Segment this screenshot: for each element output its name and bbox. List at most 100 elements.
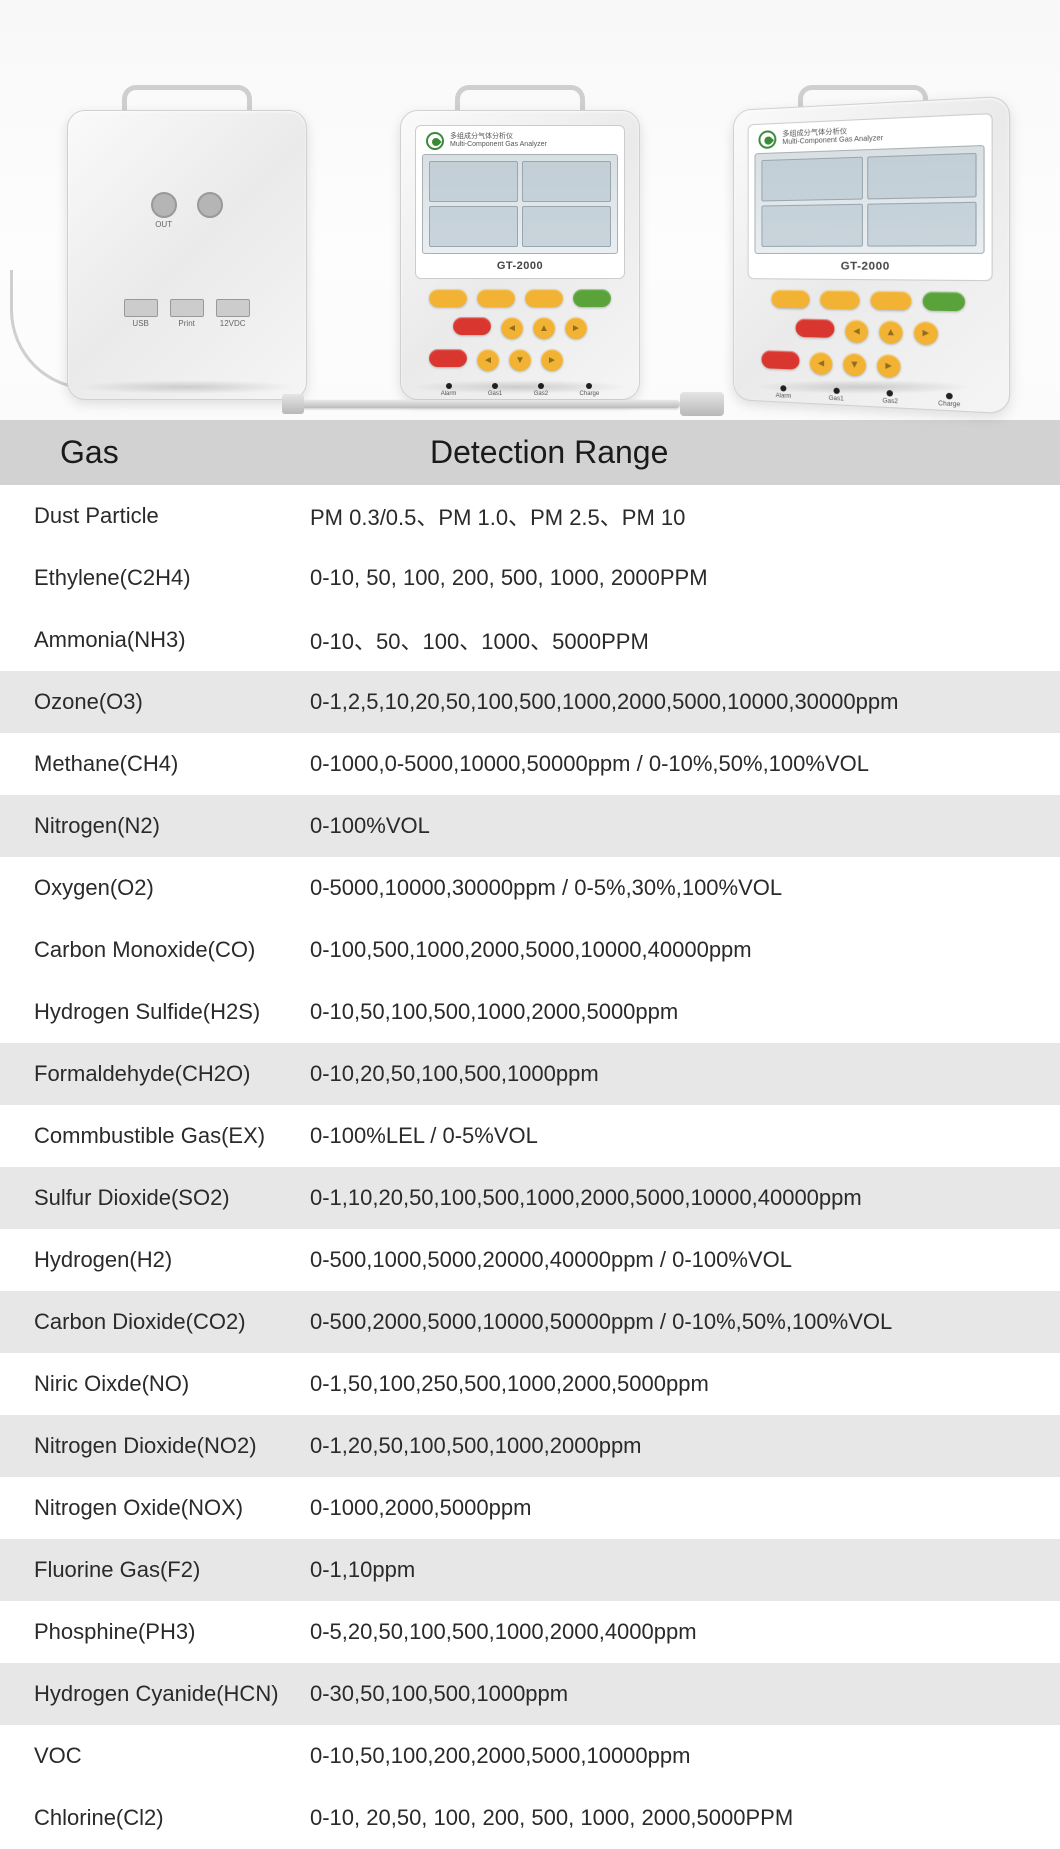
- header-gas: Gas: [0, 434, 310, 471]
- nav-button: ▲: [533, 317, 555, 339]
- button-row-top: [748, 289, 993, 312]
- detection-range: 0-10,20,50,100,500,1000ppm: [310, 1061, 1060, 1087]
- device-back-view: OUT USB Print 12VDC: [67, 85, 307, 400]
- power-button: [429, 349, 467, 367]
- device-button: [871, 291, 912, 311]
- led-label: Charge: [938, 401, 960, 409]
- gas-name: VOC: [0, 1743, 310, 1769]
- gas-name: Methane(CH4): [0, 751, 310, 777]
- nav-right-button: ►: [541, 349, 563, 371]
- nav-down-button: ▼: [843, 353, 866, 377]
- brand-logo-text: 多组成分气体分析仪 Multi-Component Gas Analyzer: [450, 133, 547, 148]
- print-port: [170, 299, 204, 317]
- power-port: [216, 299, 250, 317]
- gas-name: Nitrogen(N2): [0, 813, 310, 839]
- device-button: [573, 289, 611, 307]
- button-row-bottom: ◄ ▼ ►: [748, 349, 993, 381]
- detection-range: 0-1,20,50,100,500,1000,2000ppm: [310, 1433, 1060, 1459]
- led-label: Alarm: [776, 393, 792, 400]
- gas-probe: [300, 400, 680, 408]
- table-row: Fluorine Gas(F2)0-1,10ppm: [0, 1539, 1060, 1601]
- detection-range: 0-10, 20,50, 100, 200, 500, 1000, 2000,5…: [310, 1805, 1060, 1831]
- detection-range: 0-10,50,100,200,2000,5000,10000ppm: [310, 1743, 1060, 1769]
- detection-range: 0-10, 50, 100, 200, 500, 1000, 2000PPM: [310, 565, 1060, 591]
- gas-name: Ammonia(NH3): [0, 627, 310, 653]
- screen-quadrant: [429, 161, 518, 202]
- detection-range: 0-100%VOL: [310, 813, 1060, 839]
- gas-name: Chlorine(Cl2): [0, 1805, 310, 1831]
- gas-name: Nitrogen Oxide(NOX): [0, 1495, 310, 1521]
- power-button: [762, 350, 800, 370]
- device-button: [477, 289, 515, 307]
- detection-range: 0-1000,2000,5000ppm: [310, 1495, 1060, 1521]
- brand-logo-icon: [426, 132, 444, 150]
- usb-port-label: USB: [124, 319, 158, 328]
- gas-name: Fluorine Gas(F2): [0, 1557, 310, 1583]
- device-screen: [422, 154, 618, 254]
- button-row-mid: ◄▲►: [415, 317, 625, 339]
- table-row: Oxygen(O2)0-5000,10000,30000ppm / 0-5%,3…: [0, 857, 1060, 919]
- device-button: [772, 289, 810, 308]
- detection-range: 0-1,50,100,250,500,1000,2000,5000ppm: [310, 1371, 1060, 1397]
- gas-name: Hydrogen(H2): [0, 1247, 310, 1273]
- nav-down-button: ▼: [509, 349, 531, 371]
- table-row: VOC0-10,50,100,200,2000,5000,10000ppm: [0, 1725, 1060, 1787]
- detection-range: 0-10、50、100、1000、5000PPM: [310, 624, 1060, 656]
- out-port-label: OUT: [141, 220, 187, 229]
- device-shadow: [410, 380, 630, 394]
- detection-range: 0-1000,0-5000,10000,50000ppm / 0-10%,50%…: [310, 751, 1060, 777]
- detection-range: 0-1,10,20,50,100,500,1000,2000,5000,1000…: [310, 1185, 1060, 1211]
- detection-range: 0-5000,10000,30000ppm / 0-5%,30%,100%VOL: [310, 875, 1060, 901]
- detection-range: 0-5,20,50,100,500,1000,2000,4000ppm: [310, 1619, 1060, 1645]
- gas-name: Formaldehyde(CH2O): [0, 1061, 310, 1087]
- model-label: GT-2000: [755, 260, 985, 273]
- device-screen: [755, 145, 985, 254]
- table-row: Methane(CH4)0-1000,0-5000,10000,50000ppm…: [0, 733, 1060, 795]
- device-angled-view: 多组成分气体分析仪 Multi-Component Gas Analyzer G…: [733, 85, 993, 400]
- table-row: Ammonia(NH3)0-10、50、100、1000、5000PPM: [0, 609, 1060, 671]
- detection-range: PM 0.3/0.5、PM 1.0、PM 2.5、PM 10: [310, 500, 1060, 532]
- screen-quadrant: [868, 153, 977, 200]
- table-row: Hydrogen(H2)0-500,1000,5000,20000,40000p…: [0, 1229, 1060, 1291]
- screen-quadrant: [429, 206, 518, 247]
- device-button: [820, 290, 860, 309]
- device-handle: [122, 85, 252, 113]
- table-row: Chlorine(Cl2)0-10, 20,50, 100, 200, 500,…: [0, 1787, 1060, 1849]
- button-row-top: [415, 289, 625, 307]
- table-row: Ozone(O3)0-1,2,5,10,20,50,100,500,1000,2…: [0, 671, 1060, 733]
- gas-name: Niric Oixde(NO): [0, 1371, 310, 1397]
- device-button: [923, 291, 966, 311]
- detection-range: 0-100%LEL / 0-5%VOL: [310, 1123, 1060, 1149]
- gas-name: Hydrogen Cyanide(HCN): [0, 1681, 310, 1707]
- screen-quadrant: [762, 157, 864, 202]
- device-button: [525, 289, 563, 307]
- detection-range: 0-30,50,100,500,1000ppm: [310, 1681, 1060, 1707]
- print-port-label: Print: [170, 319, 204, 328]
- screen-quadrant: [868, 202, 977, 247]
- table-row: Ethylene(C2H4)0-10, 50, 100, 200, 500, 1…: [0, 547, 1060, 609]
- gas-name: Commbustible Gas(EX): [0, 1123, 310, 1149]
- brand-logo-text: 多组成分气体分析仪 Multi-Component Gas Analyzer: [783, 127, 884, 147]
- screen-quadrant: [522, 206, 611, 247]
- power-port-label: 12VDC: [216, 319, 250, 328]
- device-shadow: [77, 380, 297, 394]
- table-row: Hydrogen Sulfide(H2S)0-10,50,100,500,100…: [0, 981, 1060, 1043]
- gas-name: Ethylene(C2H4): [0, 565, 310, 591]
- table-row: Carbon Dioxide(CO2)0-500,2000,5000,10000…: [0, 1291, 1060, 1353]
- device-front-view: 多组成分气体分析仪 Multi-Component Gas Analyzer G…: [400, 85, 640, 400]
- table-row: Nitrogen Dioxide(NO2)0-1,20,50,100,500,1…: [0, 1415, 1060, 1477]
- detection-range: 0-1,2,5,10,20,50,100,500,1000,2000,5000,…: [310, 689, 1060, 715]
- table-row: Nitrogen(N2)0-100%VOL: [0, 795, 1060, 857]
- table-row: Dust ParticlePM 0.3/0.5、PM 1.0、PM 2.5、PM…: [0, 485, 1060, 547]
- device-button: [453, 317, 491, 335]
- probe-connector: [282, 394, 304, 414]
- device-button: [796, 318, 835, 338]
- detection-range: 0-100,500,1000,2000,5000,10000,40000ppm: [310, 937, 1060, 963]
- out-port: [151, 192, 177, 218]
- nav-left-button: ◄: [477, 349, 499, 371]
- led-label: Gas2: [883, 398, 899, 405]
- brand-logo-icon: [759, 130, 777, 149]
- gas-name: Carbon Monoxide(CO): [0, 937, 310, 963]
- table-row: Hydrogen Cyanide(HCN)0-30,50,100,500,100…: [0, 1663, 1060, 1725]
- nav-right-button: ►: [877, 354, 901, 378]
